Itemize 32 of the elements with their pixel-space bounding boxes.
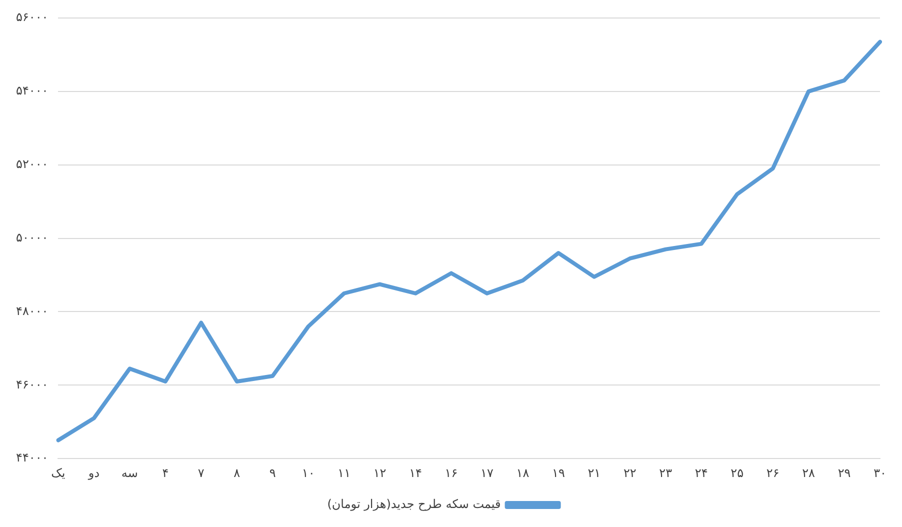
y-tick-label: ۴۸۰۰۰ (16, 304, 48, 318)
x-tick-label: ۲۸ (802, 466, 816, 480)
x-tick-label: ۷ (198, 466, 205, 480)
x-tick-label: دو (87, 466, 100, 480)
x-tick-label: سه (121, 466, 138, 480)
y-tick-label: ۵۶۰۰۰ (16, 10, 48, 24)
legend-label: قیمت سکه طرح جدید(هزار تومان) (327, 497, 501, 512)
x-tick-label: ۲۲ (623, 466, 636, 480)
y-tick-label: ۵۰۰۰۰ (16, 230, 48, 244)
x-tick-label: ۱۹ (552, 466, 565, 480)
x-tick-label: ۲۳ (659, 466, 673, 480)
y-tick-label: ۵۲۰۰۰ (16, 156, 48, 171)
x-tick-label: ۲۱ (588, 466, 601, 480)
x-tick-label: ۱۰ (302, 466, 315, 480)
x-tick-label: ۴ (162, 466, 169, 480)
x-tick-label: ۲۵ (730, 466, 744, 480)
x-tick-label: ۱۶ (444, 466, 458, 480)
x-tick-label: یک (51, 466, 66, 480)
x-tick-label: ۲۹ (838, 466, 851, 480)
x-tick-label: ۸ (234, 466, 241, 480)
x-tick-label: ۱۸ (516, 466, 530, 480)
x-tick-label: ۱۲ (373, 466, 386, 480)
x-tick-label: ۳۰ (874, 466, 886, 480)
x-tick-label: ۱۷ (480, 466, 494, 480)
x-tick-label: ۱۱ (338, 466, 351, 480)
x-tick-label: ۲۶ (766, 466, 780, 480)
x-tick-label: ۲۴ (694, 466, 708, 480)
x-tick-label: ۱۴ (409, 466, 422, 480)
x-tick-label: ۹ (269, 466, 276, 480)
y-tick-label: ۴۶۰۰۰ (16, 377, 48, 392)
y-tick-label: ۴۴۰۰۰ (16, 450, 48, 465)
y-tick-label: ۵۴۰۰۰ (16, 84, 48, 98)
